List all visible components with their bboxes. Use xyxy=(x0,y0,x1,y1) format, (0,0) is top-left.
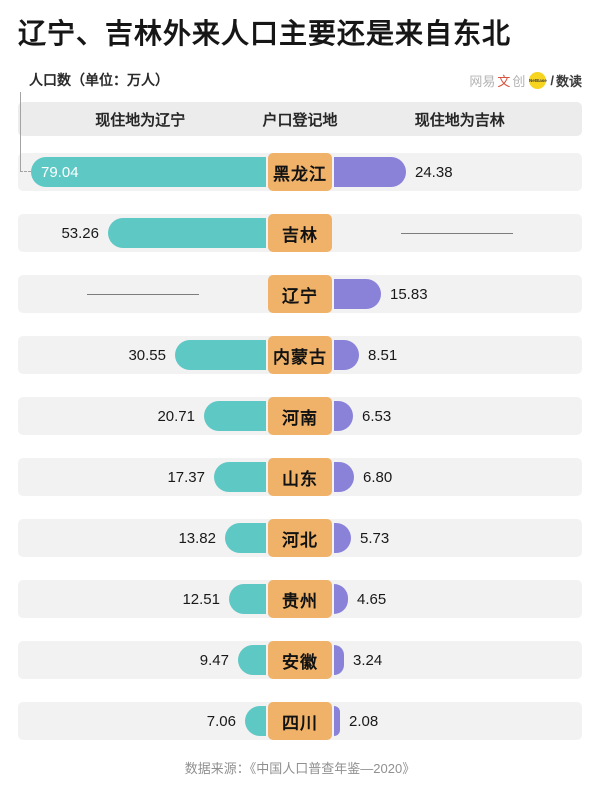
jilin-bar-cell xyxy=(332,214,582,252)
jilin-bar-cell: 2.08 xyxy=(332,702,582,740)
province-label: 内蒙古 xyxy=(268,336,332,374)
page-title: 辽宁、吉林外来人口主要还是来自东北 xyxy=(18,18,512,49)
column-header-liaoning: 现住地为辽宁 xyxy=(95,111,186,129)
liaoning-value: 7.06 xyxy=(206,712,236,730)
jilin-bar-cell: 3.24 xyxy=(332,641,582,679)
liaoning-bar xyxy=(204,401,266,431)
column-header-band: 现住地为辽宁 户口登记地 现住地为吉林 xyxy=(18,102,582,136)
jilin-bar xyxy=(334,706,340,736)
province-label: 山东 xyxy=(268,458,332,496)
brand-suffix: 创 xyxy=(512,73,526,89)
jilin-value: 2.08 xyxy=(349,712,379,730)
chart-row: 辽宁 15.83 xyxy=(18,275,582,313)
jilin-value: 15.83 xyxy=(390,285,428,303)
liaoning-bar-cell xyxy=(18,275,268,313)
jilin-bar xyxy=(334,279,381,309)
liaoning-value: 17.37 xyxy=(167,468,205,486)
liaoning-bar xyxy=(214,462,266,492)
brand-prefix: 网易 xyxy=(469,73,496,89)
unit-label: 人口数（单位：万人） xyxy=(29,72,169,88)
liaoning-bar xyxy=(238,645,266,675)
jilin-bar-cell: 24.38 xyxy=(332,153,582,191)
chart-row: 17.37 山东 6.80 xyxy=(18,458,582,496)
jilin-value: 8.51 xyxy=(368,346,398,364)
liaoning-bar-cell: 30.55 xyxy=(18,336,268,374)
province-label: 河南 xyxy=(268,397,332,435)
liaoning-bar xyxy=(229,584,266,614)
data-source-text: 数据来源：《中国人口普查年鉴—2020》 xyxy=(184,761,416,776)
liaoning-bar xyxy=(108,218,266,248)
chart-row: 53.26 吉林 xyxy=(18,214,582,252)
subtitle-row: 人口数（单位：万人） 网易文创 NetEase / 数读 xyxy=(18,70,582,90)
no-data-dash xyxy=(87,293,199,295)
jilin-bar xyxy=(334,523,351,553)
liaoning-bar xyxy=(175,340,266,370)
liaoning-value: 30.55 xyxy=(128,346,166,364)
province-label: 四川 xyxy=(268,702,332,740)
chart-rows: 79.04 黑龙江 24.38 53.26 吉林辽宁 15.83 30.55 内蒙古 8.51 2… xyxy=(18,153,582,740)
liaoning-value: 12.51 xyxy=(182,590,220,608)
liaoning-bar-cell: 13.82 xyxy=(18,519,268,557)
province-label: 辽宁 xyxy=(268,275,332,313)
liaoning-bar-cell: 53.26 xyxy=(18,214,268,252)
jilin-value: 4.65 xyxy=(357,590,387,608)
chart-row: 12.51 贵州 4.65 xyxy=(18,580,582,618)
jilin-value: 6.53 xyxy=(362,407,392,425)
jilin-bar xyxy=(334,401,353,431)
jilin-bar-cell: 15.83 xyxy=(332,275,582,313)
province-label: 吉林 xyxy=(268,214,332,252)
subtitle-connector-dash xyxy=(20,171,31,172)
chart-row: 79.04 黑龙江 24.38 xyxy=(18,153,582,191)
liaoning-bar-cell: 17.37 xyxy=(18,458,268,496)
chart-row: 9.47 安徽 3.24 xyxy=(18,641,582,679)
chart-row: 20.71 河南 6.53 xyxy=(18,397,582,435)
jilin-bar xyxy=(334,462,354,492)
province-label: 黑龙江 xyxy=(268,153,332,191)
brand-accent: 文 xyxy=(497,73,511,89)
no-data-dash xyxy=(401,232,513,234)
jilin-value: 24.38 xyxy=(415,163,453,181)
subtitle-connector-line xyxy=(20,92,21,171)
brand-logo: 网易文创 NetEase / 数读 xyxy=(469,71,582,90)
chart-row: 7.06 四川 2.08 xyxy=(18,702,582,740)
jilin-value: 6.80 xyxy=(363,468,393,486)
jilin-bar xyxy=(334,340,359,370)
province-label: 贵州 xyxy=(268,580,332,618)
jilin-value: 5.73 xyxy=(360,529,390,547)
column-header-jilin: 现住地为吉林 xyxy=(414,111,505,129)
liaoning-value: 53.26 xyxy=(61,224,99,242)
liaoning-bar-cell: 20.71 xyxy=(18,397,268,435)
liaoning-bar-cell: 9.47 xyxy=(18,641,268,679)
brand-name: 数读 xyxy=(555,73,582,89)
jilin-bar-cell: 4.65 xyxy=(332,580,582,618)
province-label: 安徽 xyxy=(268,641,332,679)
jilin-bar-cell: 6.53 xyxy=(332,397,582,435)
liaoning-value: 79.04 xyxy=(41,163,79,181)
liaoning-bar-cell: 7.06 xyxy=(18,702,268,740)
jilin-bar-cell: 6.80 xyxy=(332,458,582,496)
column-header-registration: 户口登记地 xyxy=(262,111,338,129)
liaoning-bar xyxy=(245,706,266,736)
liaoning-value: 9.47 xyxy=(199,651,229,669)
jilin-bar xyxy=(334,157,406,187)
chart-row: 30.55 内蒙古 8.51 xyxy=(18,336,582,374)
brand-slash: / xyxy=(550,72,554,88)
province-label: 河北 xyxy=(268,519,332,557)
jilin-bar xyxy=(334,645,344,675)
liaoning-bar-cell: 79.04 xyxy=(18,153,268,191)
jilin-value: 3.24 xyxy=(353,651,383,669)
jilin-bar-cell: 5.73 xyxy=(332,519,582,557)
liaoning-value: 20.71 xyxy=(157,407,195,425)
jilin-bar-cell: 8.51 xyxy=(332,336,582,374)
chart-row: 13.82 河北 5.73 xyxy=(18,519,582,557)
liaoning-bar-cell: 12.51 xyxy=(18,580,268,618)
liaoning-bar: 79.04 xyxy=(31,157,266,187)
jilin-bar xyxy=(334,584,348,614)
liaoning-value: 13.82 xyxy=(178,529,216,547)
netease-logo-icon: NetEase xyxy=(529,71,547,89)
liaoning-bar xyxy=(225,523,266,553)
